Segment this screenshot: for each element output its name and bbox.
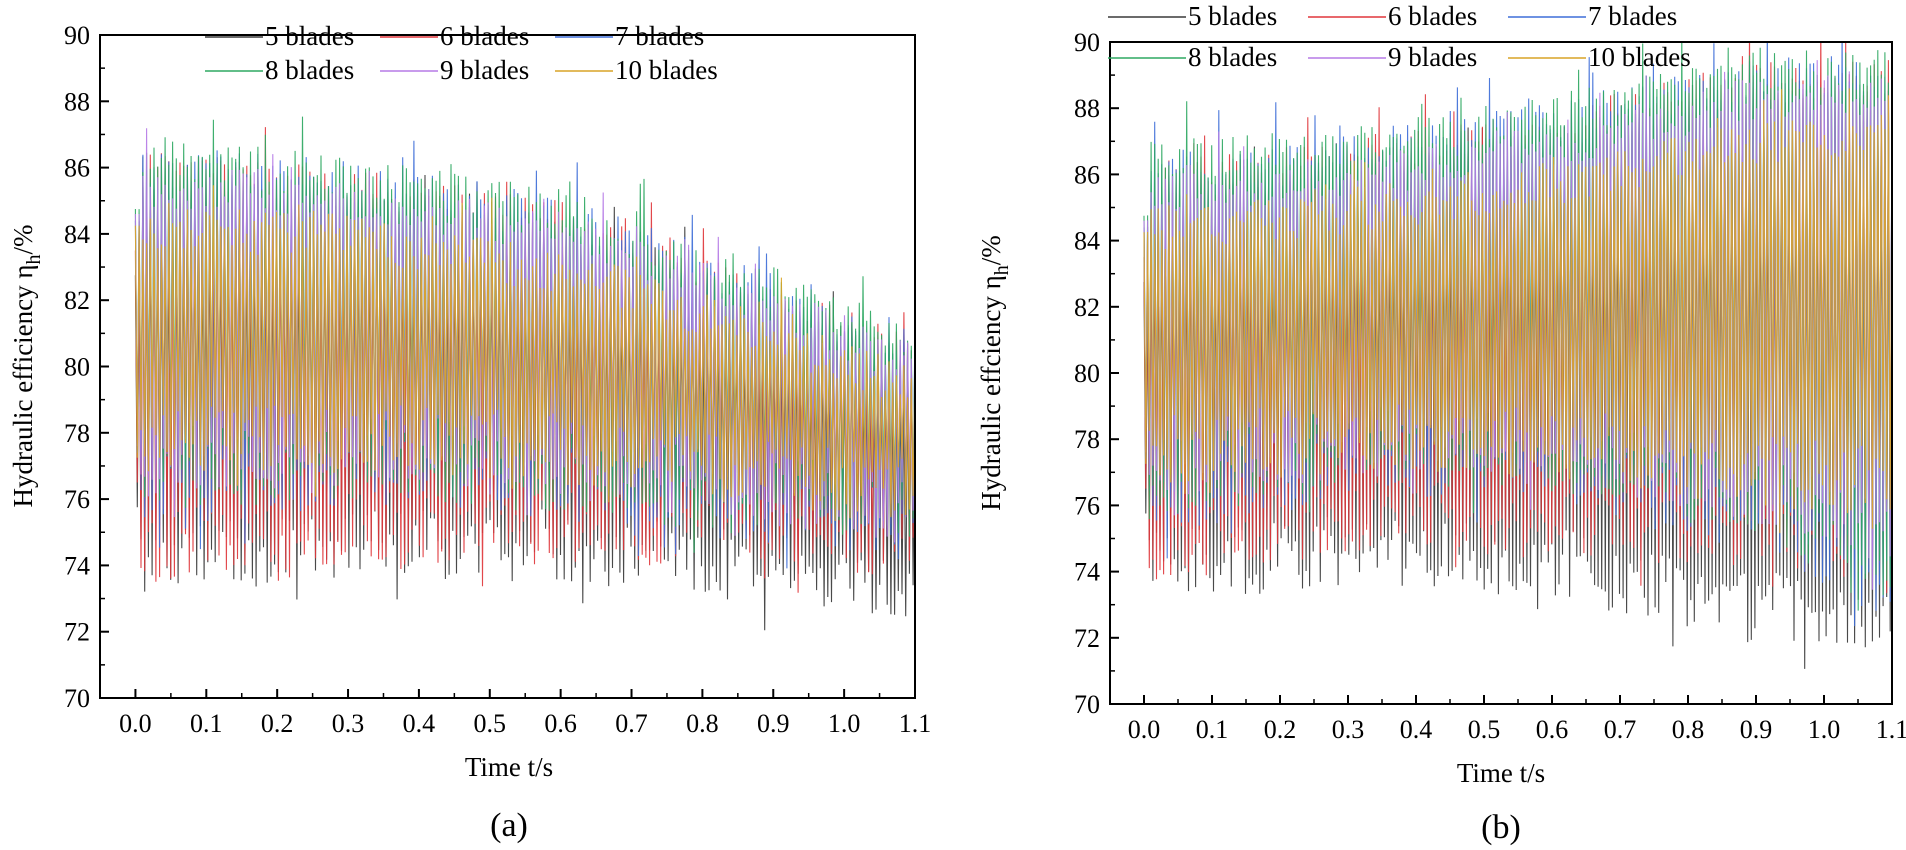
x-tick-label: 0.1 <box>190 709 223 738</box>
legend-a: 5 blades 6 blades 7 blades 8 blades 9 blades… <box>205 21 718 85</box>
legend-label: 6 blades <box>440 21 529 51</box>
x-axis-label-b: Time t/s <box>1457 758 1545 788</box>
legend-item: 9 blades <box>380 55 529 85</box>
series-line-9-blades <box>1143 60 1892 590</box>
caption-a: (a) <box>490 807 528 844</box>
series-line-10-blades <box>1143 88 1892 534</box>
legend-label: 9 blades <box>1388 42 1477 72</box>
legend-label: 10 blades <box>1588 42 1691 72</box>
y-ticks-a: 70 72 74 76 78 80 82 84 86 88 90 <box>64 21 109 713</box>
x-tick-label: 0.3 <box>1332 715 1365 744</box>
y-tick-label: 78 <box>64 419 90 448</box>
x-tick-label: 0.1 <box>1196 715 1229 744</box>
y-tick-label: 80 <box>64 353 90 382</box>
x-tick-label: 0.2 <box>1264 715 1297 744</box>
legend-item: 5 blades <box>1108 1 1277 31</box>
legend-item: 5 blades <box>205 21 354 51</box>
legend-label: 8 blades <box>1188 42 1277 72</box>
y-tick-label: 82 <box>64 286 90 315</box>
x-tick-label: 0.0 <box>119 709 152 738</box>
series-line-7-blades <box>1143 42 1892 627</box>
y-tick-label: 82 <box>1074 293 1100 322</box>
series-line-8-blades <box>1143 42 1892 611</box>
y-axis-label-b-main: Hydraulic effciency η <box>976 275 1006 511</box>
series-line-9-blades <box>134 128 915 543</box>
y-tick-label: 70 <box>1074 690 1100 719</box>
y-axis-label-a-sub: h <box>23 254 45 264</box>
legend-label: 7 blades <box>1588 1 1677 31</box>
legend-item: 8 blades <box>1108 42 1277 72</box>
x-axis-label-a: Time t/s <box>465 752 553 782</box>
y-axis-label-b-unit: /% <box>976 235 1006 265</box>
y-tick-label: 88 <box>1074 94 1100 123</box>
x-tick-label: 0.7 <box>1604 715 1637 744</box>
x-tick-label: 0.9 <box>1740 715 1773 744</box>
x-ticks-a: 0.0 0.1 0.2 0.3 0.4 0.5 0.6 0.7 0.8 0.9 1.0 1.1 <box>99 689 932 738</box>
x-tick-label: 0.9 <box>757 709 790 738</box>
legend-item: 9 blades <box>1308 42 1477 72</box>
x-tick-label: 0.6 <box>544 709 577 738</box>
x-tick-label: 0.4 <box>1400 715 1433 744</box>
x-tick-label: 1.1 <box>1876 715 1906 744</box>
y-tick-label: 86 <box>64 154 90 183</box>
legend-b: 5 blades 6 blades 7 blades 8 blades 9 blades… <box>1108 1 1691 72</box>
x-tick-label: 0.3 <box>332 709 365 738</box>
y-tick-label: 74 <box>64 551 90 580</box>
legend-label: 10 blades <box>615 55 718 85</box>
series-layer-a <box>134 116 915 631</box>
y-axis-label-a-unit: /% <box>8 224 38 254</box>
y-tick-label: 90 <box>1074 28 1100 57</box>
y-axis-label-a-main: Hydraulic efficiency η <box>8 264 38 507</box>
legend-label: 5 blades <box>1188 1 1277 31</box>
x-tick-label: 0.5 <box>1468 715 1501 744</box>
x-tick-label: 0.0 <box>1128 715 1161 744</box>
y-tick-label: 86 <box>1074 160 1100 189</box>
x-tick-label: 0.4 <box>403 709 436 738</box>
legend-item: 6 blades <box>1308 1 1477 31</box>
legend-label: 5 blades <box>265 21 354 51</box>
y-axis-label-a: Hydraulic efficiency ηh/% <box>8 224 45 507</box>
y-axis-label-b: Hydraulic effciency ηh/% <box>976 235 1013 511</box>
y-tick-label: 72 <box>1074 624 1100 653</box>
caption-b: (b) <box>1481 809 1521 846</box>
y-tick-label: 72 <box>64 618 90 647</box>
series-layer-b <box>1143 42 1892 669</box>
y-tick-label: 84 <box>64 220 90 249</box>
legend-item: 10 blades <box>555 55 718 85</box>
x-tick-label: 0.8 <box>1672 715 1705 744</box>
y-tick-label: 76 <box>1074 491 1100 520</box>
legend-label: 9 blades <box>440 55 529 85</box>
y-ticks-b: 70 72 74 76 78 80 82 84 86 88 90 <box>1074 28 1119 719</box>
x-tick-label: 1.0 <box>1808 715 1841 744</box>
x-tick-label: 0.7 <box>615 709 648 738</box>
legend-item: 10 blades <box>1508 42 1691 72</box>
y-tick-label: 70 <box>64 684 90 713</box>
x-tick-label: 1.1 <box>899 709 932 738</box>
legend-item: 7 blades <box>1508 1 1677 31</box>
y-tick-label: 76 <box>64 485 90 514</box>
x-tick-label: 1.0 <box>828 709 861 738</box>
legend-label: 7 blades <box>615 21 704 51</box>
y-tick-label: 90 <box>64 21 90 50</box>
y-tick-label: 84 <box>1074 227 1100 256</box>
y-tick-label: 74 <box>1074 558 1100 587</box>
series-line-10-blades <box>134 185 915 522</box>
legend-label: 6 blades <box>1388 1 1477 31</box>
y-tick-label: 78 <box>1074 425 1100 454</box>
x-tick-label: 0.2 <box>261 709 294 738</box>
y-tick-label: 88 <box>64 87 90 116</box>
y-axis-label-b-sub: h <box>991 265 1013 275</box>
x-tick-label: 0.8 <box>686 709 719 738</box>
x-ticks-b: 0.0 0.1 0.2 0.3 0.4 0.5 0.6 0.7 0.8 0.9 1.0 1.1 <box>1109 695 1906 744</box>
legend-label: 8 blades <box>265 55 354 85</box>
x-tick-label: 0.6 <box>1536 715 1569 744</box>
legend-item: 8 blades <box>205 55 354 85</box>
y-tick-label: 80 <box>1074 359 1100 388</box>
legend-item: 6 blades <box>380 21 529 51</box>
x-tick-label: 0.5 <box>474 709 507 738</box>
legend-item: 7 blades <box>555 21 704 51</box>
